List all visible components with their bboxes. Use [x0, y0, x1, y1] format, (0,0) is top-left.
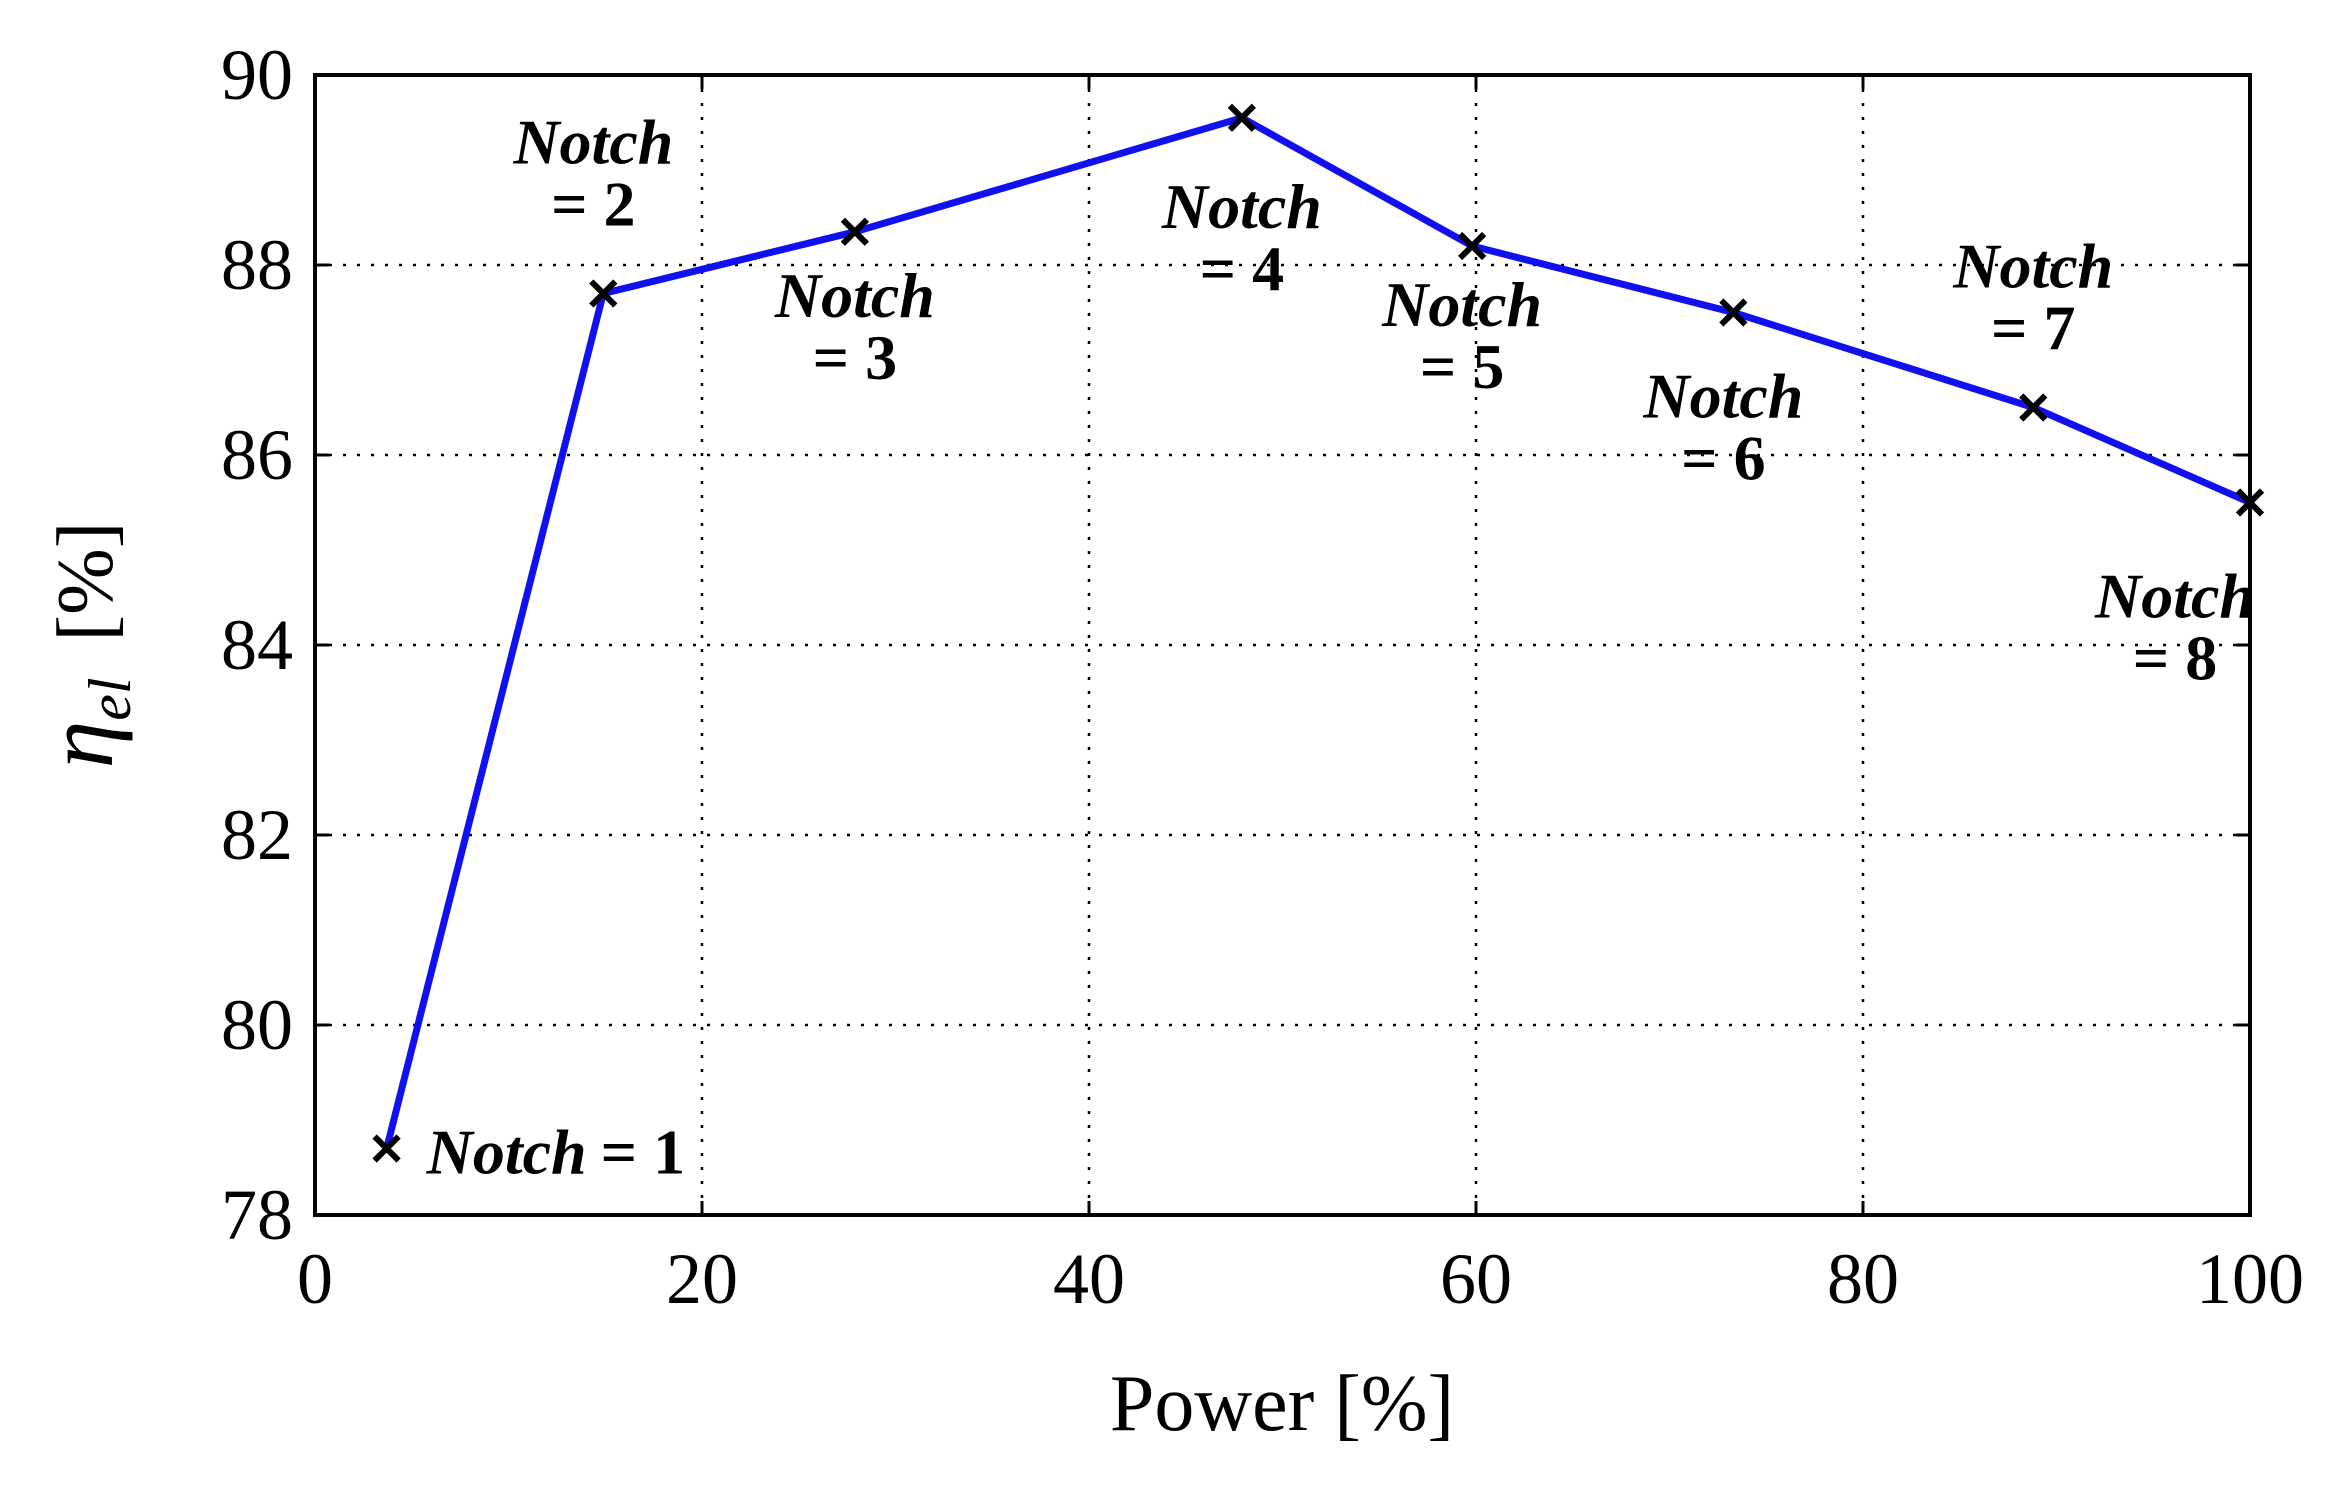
y-axis-title: ηel [%] [26, 522, 143, 769]
notch-word: Notch [1381, 269, 1542, 340]
y-tick-label: 80 [221, 985, 293, 1065]
data-point-marker [1719, 298, 1748, 327]
notch-value: = 4 [1200, 233, 1284, 304]
axis-ticks [313, 73, 2252, 1217]
notch-word: Notch [1642, 361, 1803, 432]
data-point-marker [2235, 488, 2265, 517]
x-tick-label: 80 [1827, 1239, 1899, 1319]
notch-word: Notch [512, 107, 673, 178]
y-tick-label: 90 [221, 35, 293, 115]
notch-value: = 5 [1420, 331, 1504, 402]
data-point-marker [589, 279, 618, 308]
notch-value: = 6 [1681, 423, 1765, 494]
notch-word: Notch [426, 1117, 587, 1188]
data-point-marker [2019, 393, 2048, 422]
notch-annotation: Notch= 3 [774, 260, 935, 393]
x-axis-title: Power [%] [1110, 1360, 1454, 1448]
y-axis-unit: [%] [42, 522, 130, 642]
notch-annotation: Notch= 2 [512, 107, 673, 240]
notch-value: = 2 [551, 169, 635, 240]
svg-text:Notch= 1: Notch = 1 [426, 1117, 685, 1188]
notch-word: Notch [1161, 171, 1322, 242]
y-axis-symbol: η [26, 721, 133, 769]
notch-annotation: Notch= 6 [1642, 361, 1803, 494]
y-tick-label: 84 [221, 605, 293, 685]
x-tick-label: 0 [297, 1239, 333, 1319]
y-axis-subscript: el [77, 677, 143, 720]
y-tick-label: 86 [221, 415, 293, 495]
notch-word: Notch [774, 260, 935, 331]
data-point-marker [1227, 103, 1256, 132]
notch-annotation: Notch= 5 [1381, 269, 1542, 402]
y-tick-label: 88 [221, 225, 293, 305]
notch-word: Notch [2094, 561, 2255, 632]
efficiency-line [383, 114, 2252, 1150]
data-point-marker [372, 1134, 401, 1163]
notch-value: = 3 [813, 322, 897, 393]
x-tick-label: 100 [2196, 1239, 2304, 1319]
data-point-marker [840, 217, 869, 246]
notch-annotation: Notch = 1 [426, 1117, 685, 1188]
notch-annotation: Notch= 8 [2094, 561, 2255, 694]
x-tick-label: 20 [666, 1239, 738, 1319]
x-tick-label: 40 [1053, 1239, 1125, 1319]
y-tick-label: 78 [221, 1175, 293, 1255]
notch-word: Notch [1952, 231, 2113, 302]
y-tick-label: 82 [221, 795, 293, 875]
x-tick-label: 60 [1440, 1239, 1512, 1319]
data-point-marker [1458, 231, 1487, 261]
data-markers [372, 103, 2265, 1163]
x-tick-labels: 0 20 40 60 80 100 [297, 1239, 2304, 1319]
notch-value: = 8 [2133, 623, 2217, 694]
notch-annotation: Notch= 4 [1161, 171, 1322, 304]
notch-annotation: Notch= 7 [1952, 231, 2113, 364]
y-tick-labels: 78 80 82 84 86 88 90 [221, 35, 293, 1255]
grid-lines [315, 75, 2250, 1215]
notch-value: = 1 [601, 1117, 685, 1188]
notch-value: = 7 [1991, 293, 2075, 364]
